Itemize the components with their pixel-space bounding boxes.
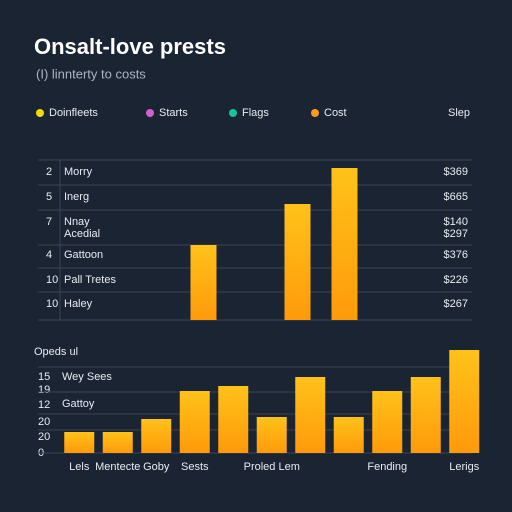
row-value: $297 xyxy=(444,228,468,240)
bar xyxy=(333,417,364,453)
x-tick-label: Proled Lem xyxy=(244,461,300,473)
row-value: $140 xyxy=(444,216,468,228)
bar xyxy=(284,204,311,320)
legend-swatch xyxy=(229,109,237,117)
x-tick-label: Fending xyxy=(367,461,407,473)
bar xyxy=(295,377,326,453)
row-value: $665 xyxy=(444,191,468,203)
legend-label: Cost xyxy=(324,107,347,119)
row-label: Wey Sees xyxy=(62,371,112,383)
row-value: $369 xyxy=(444,166,468,178)
legend-swatch xyxy=(311,109,319,117)
row-label: Acedial xyxy=(64,228,100,240)
row-label: Morry xyxy=(64,166,93,178)
row-value: $226 xyxy=(444,274,468,286)
row-label: Gattoy xyxy=(62,398,95,410)
x-tick-label: Lerigs xyxy=(449,461,479,473)
legend-label: Starts xyxy=(159,107,188,119)
bar xyxy=(141,419,172,453)
y-label: 20 xyxy=(38,431,50,443)
bar xyxy=(218,386,249,453)
bar xyxy=(190,245,217,320)
legend-label: Doinfleets xyxy=(49,107,98,119)
legend-swatch xyxy=(146,109,154,117)
row-number: 5 xyxy=(46,191,52,203)
subtitle: (I) linnterty to costs xyxy=(36,66,146,81)
row-number: 4 xyxy=(46,249,52,261)
x-tick-label: Mentecte xyxy=(95,461,140,473)
row-value: $376 xyxy=(444,249,468,261)
row-number: 2 xyxy=(46,166,52,178)
row-number: 7 xyxy=(46,216,52,228)
y-label: 20 xyxy=(38,416,50,428)
x-tick-label: Sests xyxy=(181,461,209,473)
y-label: 12 xyxy=(38,399,50,411)
bar xyxy=(179,391,210,453)
row-label: Inerg xyxy=(64,191,89,203)
bar xyxy=(372,391,403,453)
row-label: Haley xyxy=(64,298,93,310)
x-tick-label: Goby xyxy=(143,461,170,473)
legend-side-label: Slep xyxy=(448,107,470,119)
bar xyxy=(449,350,480,453)
row-label: Nnay xyxy=(64,216,90,228)
bar xyxy=(64,432,95,453)
legend-label: Flags xyxy=(242,107,269,119)
title: Onsalt-love prests xyxy=(34,34,226,59)
bar xyxy=(256,417,287,453)
bar xyxy=(410,377,441,453)
bar xyxy=(102,432,133,453)
legend-swatch xyxy=(36,109,44,117)
bar xyxy=(331,168,358,320)
x-tick-label: Lels xyxy=(69,461,90,473)
y-label: 19 xyxy=(38,384,50,396)
panel-title: Opeds ul xyxy=(34,346,78,358)
row-label: Pall Tretes xyxy=(64,274,116,286)
y-label: 15 xyxy=(38,371,50,383)
row-number: 10 xyxy=(46,298,58,310)
row-number: 10 xyxy=(46,274,58,286)
row-label: Gattoon xyxy=(64,249,103,261)
row-value: $267 xyxy=(444,298,468,310)
